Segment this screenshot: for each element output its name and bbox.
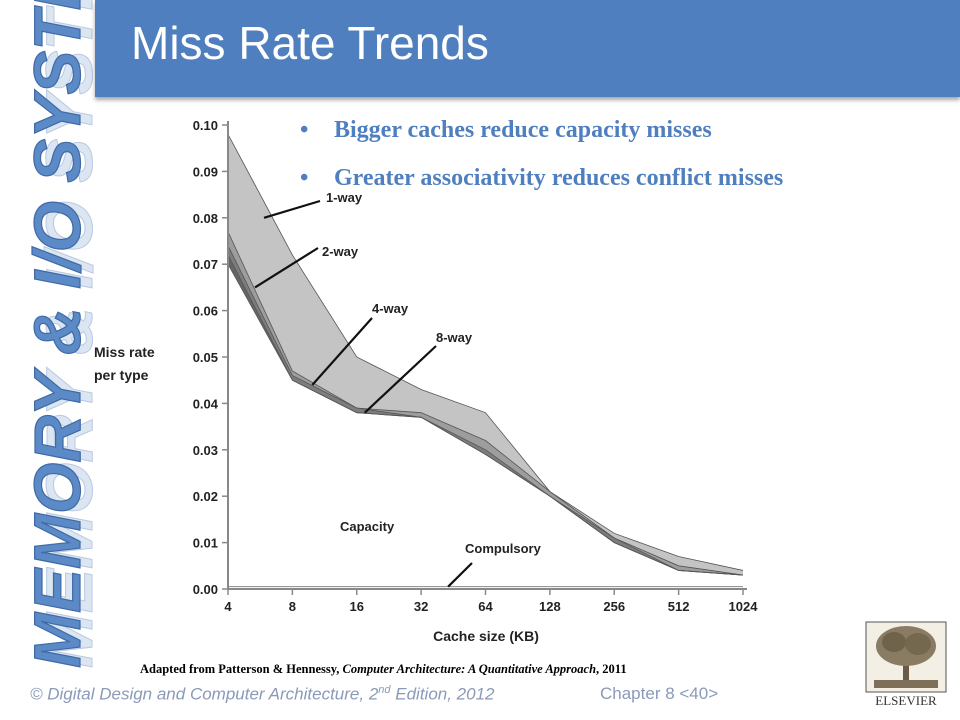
series-line-capacity xyxy=(227,264,744,576)
tree-icon xyxy=(874,626,938,688)
bullet-item: • Greater associativity reduces conflict … xyxy=(300,160,783,208)
y-tick-label: 0.06 xyxy=(193,304,218,319)
bullet-dot: • xyxy=(300,117,309,143)
x-tick-label: 4 xyxy=(224,599,232,614)
credit-suffix: , 2011 xyxy=(596,662,627,676)
x-tick-label: 1024 xyxy=(729,599,759,614)
x-tick-label: 256 xyxy=(603,599,625,614)
side-label: MEMORY & I/O SYSTEMS MEMORY & I/O SYSTEM… xyxy=(19,0,100,669)
y-tick-label: 0.08 xyxy=(193,211,218,226)
y-tick-label: 0.09 xyxy=(193,164,218,179)
band-1-way xyxy=(228,134,743,576)
elsevier-logo: ELSEVIER xyxy=(865,621,947,708)
source-credit: Adapted from Patterson & Hennessy, Compu… xyxy=(140,662,627,677)
leader-4-way xyxy=(311,317,373,386)
bullet-list: • Bigger caches reduce capacity misses • G… xyxy=(300,112,783,208)
leader-1-way xyxy=(263,199,321,219)
title-bar: Miss Rate Trends xyxy=(95,0,960,97)
x-tick-label: 16 xyxy=(350,599,364,614)
credit-book-title: Computer Architecture: A Quantitative Ap… xyxy=(342,662,597,676)
bullet-item: • Bigger caches reduce capacity misses xyxy=(300,112,783,160)
bullet-text: Bigger caches reduce capacity misses xyxy=(334,117,712,143)
annotation-2-way: 2-way xyxy=(322,244,359,259)
side-label-text: MEMORY & I/O SYSTEMS xyxy=(20,0,94,668)
annotation-1-way: 1-way xyxy=(326,190,363,205)
footer-copyright: © Digital Design and Computer Architectu… xyxy=(30,684,495,705)
y-tick-label: 0.02 xyxy=(193,489,218,504)
footer-sup: nd xyxy=(378,684,391,696)
y-tick-label: 0.00 xyxy=(193,582,218,597)
x-tick-label: 32 xyxy=(414,599,428,614)
series-line-1-way xyxy=(227,134,744,571)
y-tick-label: 0.04 xyxy=(193,396,219,411)
x-axis-label: Cache size (KB) xyxy=(433,628,539,644)
y-tick-label: 0.01 xyxy=(193,536,218,551)
leader-compulsory xyxy=(447,562,473,588)
y-tick-label: 0.07 xyxy=(193,257,218,272)
series-line-4-way xyxy=(227,245,744,576)
y-tick-label: 0.03 xyxy=(193,443,218,458)
chart-axes: 0.00 0.01 0.02 0.03 0.04 0.05 0.06 0.07 0.08 0.09… xyxy=(94,118,758,644)
y-axis-label-line2: per type xyxy=(94,367,149,383)
logo-wordmark: ELSEVIER xyxy=(875,693,937,708)
annotation-compulsory: Compulsory xyxy=(465,541,542,556)
footer-chapter: Chapter 8 <40> xyxy=(600,684,719,703)
footer-suffix: Edition, 2012 xyxy=(390,684,495,704)
leader-2-way xyxy=(254,247,319,289)
side-label-shadow: MEMORY & I/O SYSTEMS xyxy=(32,0,100,668)
x-tick-label: 64 xyxy=(478,599,493,614)
credit-prefix: Adapted from Patterson & Hennessy, xyxy=(140,662,343,676)
leader-8-way xyxy=(363,345,437,414)
y-tick-label: 0.10 xyxy=(193,118,218,133)
bullet-text: Greater associativity reduces conflict m… xyxy=(334,165,784,191)
x-tick-label: 8 xyxy=(289,599,296,614)
x-tick-label: 512 xyxy=(668,599,690,614)
x-tick-label: 128 xyxy=(539,599,561,614)
chart-bands xyxy=(227,134,744,588)
footer-prefix: © Digital Design and Computer Architectu… xyxy=(30,684,379,704)
bullet-dot: • xyxy=(300,165,309,191)
slide-title: Miss Rate Trends xyxy=(131,17,489,69)
chart-annotations: 1-way 2-way 4-way 8-way Capacity Compulsory xyxy=(254,190,542,588)
annotation-8-way: 8-way xyxy=(436,330,473,345)
annotation-4-way: 4-way xyxy=(372,301,409,316)
y-tick-label: 0.05 xyxy=(193,350,218,365)
annotation-capacity: Capacity xyxy=(340,519,395,534)
y-axis-label-line1: Miss rate xyxy=(94,344,155,360)
